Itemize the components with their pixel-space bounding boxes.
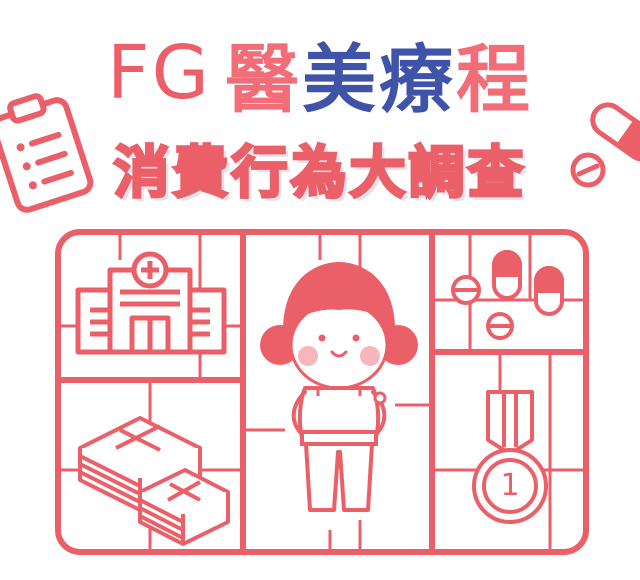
subtitle: 消費行為大調查 — [112, 139, 527, 207]
girl-character — [260, 262, 418, 512]
page-title: FG 醫美療程 — [0, 18, 640, 128]
money-stack-icon — [78, 416, 230, 546]
title-main: 醫美療程 — [225, 20, 533, 127]
tablet-icon — [570, 152, 606, 188]
title-part-2: 美療 — [301, 36, 456, 123]
hospital-icon — [75, 251, 227, 355]
title-part-1: 醫 — [224, 36, 302, 123]
title-part-3: 程 — [455, 36, 533, 123]
pills-icon — [451, 250, 564, 340]
clipboard-icon — [0, 93, 94, 213]
capsule-icon — [590, 102, 640, 162]
medal-icon — [472, 390, 548, 524]
title-prefix: FG — [107, 30, 211, 116]
medal-number: 1 — [500, 468, 520, 503]
subtitle-row: 消費行為大調查 — [0, 133, 640, 207]
